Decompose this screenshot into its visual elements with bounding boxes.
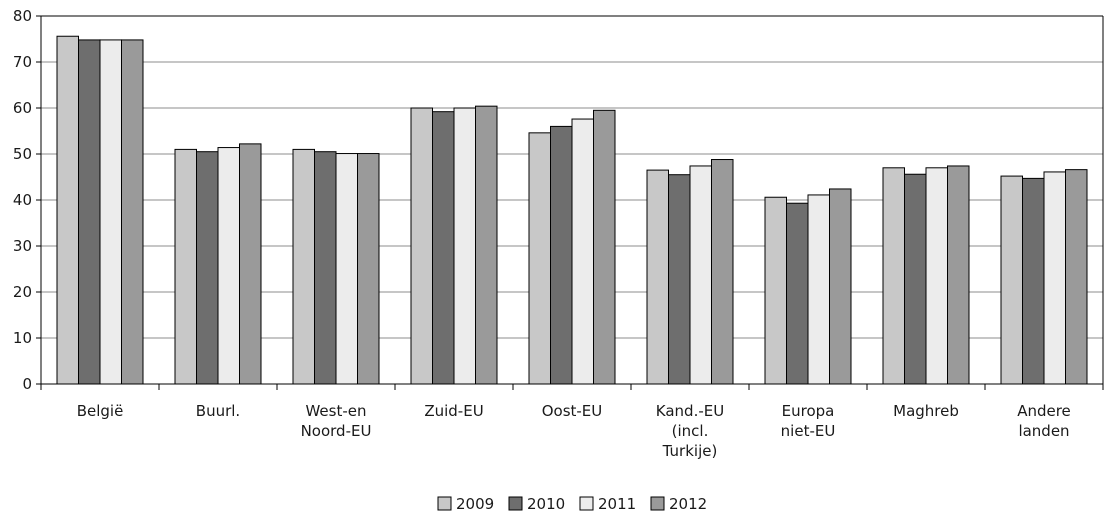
bar-2011-4	[571, 118, 594, 385]
bar-2012-7	[947, 165, 970, 385]
bar-2010-8	[1022, 177, 1045, 385]
y-tick-label: 50	[13, 145, 32, 163]
bar-2012-0	[121, 39, 144, 385]
legend-label-2009: 2009	[456, 495, 494, 513]
x-category-label-line: Turkije)	[662, 442, 718, 460]
bar-2011-2	[335, 153, 358, 385]
bar-2011-6	[807, 194, 830, 385]
legend-swatch-2011	[579, 496, 594, 511]
bar-2012-6	[829, 188, 852, 385]
y-tick-label: 40	[13, 191, 32, 209]
bar-2009-1	[174, 148, 197, 385]
bar-2010-6	[786, 202, 809, 385]
x-category-label: Oost-EU	[542, 402, 603, 420]
y-tick-label: 30	[13, 237, 32, 255]
bar-2012-2	[357, 153, 380, 385]
bar-2010-4	[550, 125, 573, 385]
bar-2009-3	[410, 107, 433, 385]
legend-swatch-2009	[437, 496, 452, 511]
bar-2010-5	[668, 174, 691, 385]
y-tick-label: 70	[13, 53, 32, 71]
bar-2010-7	[904, 173, 927, 385]
bar-2011-3	[453, 107, 476, 385]
x-category-label: Buurl.	[196, 402, 240, 420]
y-tick-label: 20	[13, 283, 32, 301]
legend-label-2010: 2010	[527, 495, 565, 513]
x-category-label: West-en Noord-EU	[301, 402, 372, 440]
bar-2012-4	[593, 109, 616, 385]
bar-2010-2	[314, 151, 337, 385]
bar-2012-3	[475, 105, 498, 385]
x-category-label-line: Europa	[782, 402, 835, 420]
bar-2011-7	[925, 167, 948, 385]
bar-2012-1	[239, 143, 262, 385]
bar-2012-8	[1065, 169, 1088, 385]
x-category-label-line: niet-EU	[781, 422, 836, 440]
x-category-label-line: Andere	[1017, 402, 1071, 420]
x-category-label-line: Noord-EU	[301, 422, 372, 440]
y-tick-label: 80	[13, 7, 32, 25]
bar-2011-8	[1043, 171, 1066, 385]
x-category-label-line: België	[77, 402, 124, 420]
x-axis-labels: België Buurl. West-en Noord-EU Zuid-EU Oost-E…	[40, 384, 1104, 460]
x-category-label: België	[77, 402, 124, 420]
bar-2009-5	[646, 169, 669, 385]
y-tick-label: 10	[13, 329, 32, 347]
legend: 2009 2010 2011 2012	[437, 495, 707, 513]
x-category-label-line: Zuid-EU	[424, 402, 483, 420]
x-category-label: Kand.-EU (incl. Turkije)	[656, 402, 724, 460]
legend-label-2012: 2012	[669, 495, 707, 513]
x-category-label-line: West-en	[305, 402, 366, 420]
bar-2010-0	[78, 39, 101, 385]
bar-2009-4	[528, 132, 551, 385]
x-category-label-line: Buurl.	[196, 402, 240, 420]
legend-swatch-2010	[508, 496, 523, 511]
bar-2011-5	[689, 165, 712, 385]
y-tick-label: 0	[22, 375, 32, 393]
x-category-label-line: Kand.-EU	[656, 402, 724, 420]
bar-2011-1	[217, 147, 240, 385]
x-category-label: Andere landen	[1017, 402, 1071, 440]
x-category-label: Zuid-EU	[424, 402, 483, 420]
bar-2010-1	[196, 151, 219, 385]
x-category-label-line: Oost-EU	[542, 402, 603, 420]
bar-2012-5	[711, 159, 734, 385]
bars	[56, 35, 1088, 385]
legend-label-2011: 2011	[598, 495, 636, 513]
bar-2009-7	[882, 167, 905, 385]
legend-swatch-2012	[650, 496, 665, 511]
bar-2009-0	[56, 35, 79, 385]
x-category-label-line: Maghreb	[893, 402, 959, 420]
bar-2011-0	[99, 39, 122, 385]
bar-2009-6	[764, 196, 787, 385]
x-category-label: Europa niet-EU	[781, 402, 836, 440]
x-category-label-line: (incl.	[672, 422, 709, 440]
y-axis-ticks: 0 10 20 30 40 50 60 70 80	[13, 7, 41, 393]
x-category-label-line: landen	[1018, 422, 1069, 440]
bar-2009-8	[1000, 175, 1023, 385]
bar-2010-3	[432, 111, 455, 385]
y-tick-label: 60	[13, 99, 32, 117]
bar-2009-2	[292, 148, 315, 385]
x-category-label: Maghreb	[893, 402, 959, 420]
